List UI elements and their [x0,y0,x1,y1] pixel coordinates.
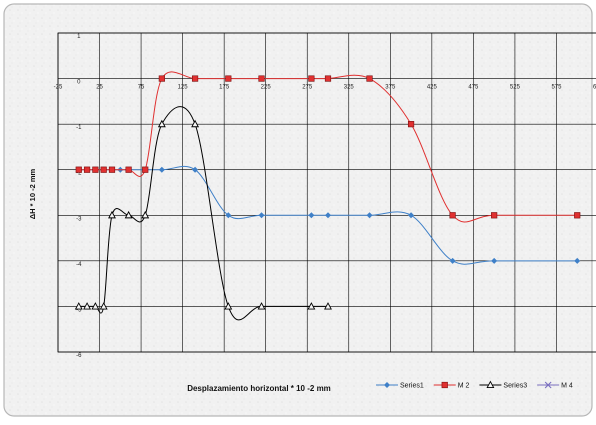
x-tick-label: 175 [219,85,230,91]
data-point-series3 [307,302,316,310]
data-point-series1 [192,166,199,173]
data-point-m-2 [75,166,82,173]
y-tick-label: -1 [76,125,82,131]
y-tick-label: -6 [76,353,82,359]
data-point-series1 [325,212,331,219]
x-tick-label: 325 [344,85,355,91]
data-point-series1 [366,212,373,219]
data-point-series1 [158,166,165,173]
y-tick-label: -2 [76,171,82,177]
x-tick-label: 75 [138,85,145,91]
data-point-series3 [257,302,266,310]
data-point-series1 [225,212,232,219]
y-axis-label: ΔH * 10 -2 mm [28,168,37,219]
data-point-m-2 [324,75,332,82]
y-tick-label: -4 [76,262,82,268]
x-tick-label: -25 [54,85,63,91]
data-point-series1 [449,257,456,264]
legend-marker-series1 [384,382,390,388]
data-point-series1 [258,212,265,219]
legend-label-series3: Series3 [503,383,527,390]
x-tick-label: 275 [302,85,313,91]
data-point-m-2 [92,166,99,173]
data-point-series3 [141,210,150,219]
data-point-m-2 [366,75,373,82]
legend-marker-series3 [486,380,495,389]
data-point-series3 [99,302,108,310]
legend-label-m-4: M 4 [561,383,573,390]
legend-marker-m-2 [441,381,448,389]
data-point-series1 [408,212,415,219]
legend-label-m-2: M 2 [458,383,470,390]
plot-area: -25 25 75 125 175 225 275 325 375 425 475 525 575 625… [54,32,596,359]
y-tick-label: -3 [76,216,82,222]
x-tick-label: 125 [178,85,189,91]
legend-label-series1: Series1 [400,383,424,390]
legend: Series1 M 2 Series3 M 4 [376,380,573,390]
chart-background [3,3,593,417]
data-point-m-2 [83,166,91,173]
data-point-series3 [74,302,83,310]
legend-marker-m-4 [544,381,552,389]
data-point-m-2 [308,75,315,82]
data-point-m-2 [100,166,107,173]
x-tick-label: 425 [427,85,438,91]
x-axis-label: Desplazamiento horizontal * 10 -2 mm [187,384,331,393]
y-tick-label: -5 [76,307,82,313]
data-point-series3 [157,119,166,128]
y-tick-label: 0 [77,80,81,86]
x-tick-label: 25 [96,85,103,91]
x-tick-label: 225 [261,85,272,91]
data-point-m-2 [258,75,265,82]
x-tick-label: 575 [551,85,562,91]
x-tick-label: 475 [468,85,479,91]
data-point-series1 [574,257,581,264]
y-tick-label: 1 [77,34,81,40]
data-point-series3 [83,302,92,310]
data-point-series3 [324,302,332,310]
data-point-series3 [91,302,100,310]
data-point-m-2 [574,212,581,219]
data-point-series3 [191,119,200,128]
data-point-m-2 [407,121,415,128]
data-point-m-2 [491,212,498,219]
data-point-m-2 [108,166,116,173]
data-point-series1 [308,212,315,219]
data-point-m-2 [125,166,132,173]
data-point-m-2 [225,75,232,82]
data-point-series3 [108,210,116,219]
data-point-m-2 [191,75,199,82]
data-point-m-2 [142,166,149,173]
data-point-m-2 [449,212,456,219]
data-point-m-2 [158,75,165,82]
x-tick-label: 625 [593,85,596,91]
x-tick-label: 525 [510,85,521,91]
data-point-series1 [491,257,498,264]
data-point-series3 [224,302,233,310]
x-tick-label: 375 [385,85,396,91]
data-point-series3 [124,210,133,219]
